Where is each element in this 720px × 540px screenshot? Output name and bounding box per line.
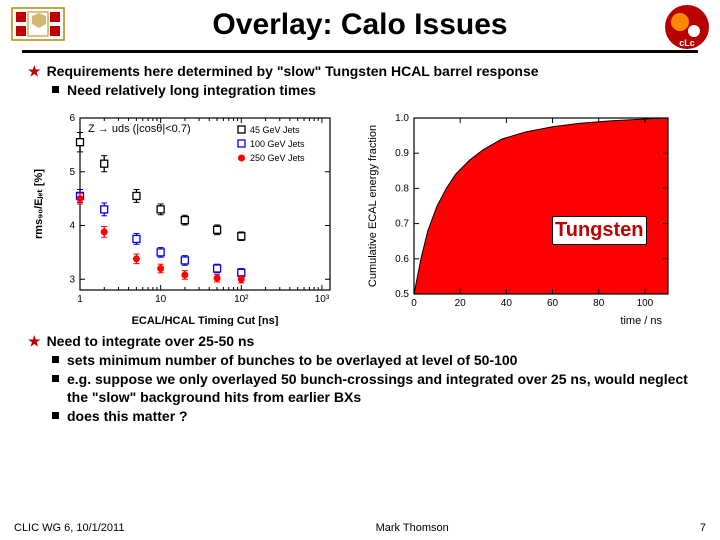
bullet-text: does this matter ? bbox=[67, 407, 188, 426]
bullet-text: sets minimum number of bunches to be ove… bbox=[67, 351, 517, 370]
svg-text:10: 10 bbox=[155, 294, 167, 305]
svg-text:40: 40 bbox=[501, 298, 513, 309]
svg-text:80: 80 bbox=[593, 298, 605, 309]
svg-text:10²: 10² bbox=[234, 294, 249, 305]
svg-text:250 GeV Jets: 250 GeV Jets bbox=[250, 153, 305, 163]
svg-text:45 GeV Jets: 45 GeV Jets bbox=[250, 125, 300, 135]
slide-content: ★ Requirements here determined by "slow" … bbox=[0, 56, 720, 426]
bullet-1a: Need relatively long integration times bbox=[28, 81, 692, 100]
cumulative-energy-chart: 0 20 40 60 80 100 0.5 0.6 0.7 0.8 0.9 1.0 time / ns C… bbox=[360, 108, 680, 326]
svg-text:0.9: 0.9 bbox=[395, 148, 409, 159]
svg-text:0.7: 0.7 bbox=[395, 218, 409, 229]
title-underline bbox=[22, 50, 698, 53]
svg-text:Z → uds (|cosθ|<0.7): Z → uds (|cosθ|<0.7) bbox=[88, 123, 191, 135]
charts-row: 3 4 5 6 1 10 10² 10³ ECAL/HCAL Timing Cut [ns] rm… bbox=[28, 108, 692, 326]
footer-center: Mark Thomson bbox=[376, 522, 449, 534]
square-icon bbox=[52, 356, 59, 363]
svg-text:5: 5 bbox=[69, 167, 75, 178]
svg-text:0.5: 0.5 bbox=[395, 289, 409, 300]
square-icon bbox=[52, 86, 59, 93]
svg-text:ECAL/HCAL Timing Cut [ns]: ECAL/HCAL Timing Cut [ns] bbox=[132, 315, 279, 326]
page-title: Overlay: Calo Issues bbox=[0, 0, 720, 42]
cambridge-crest-icon bbox=[10, 6, 66, 50]
bullet-1: ★ Requirements here determined by "slow" … bbox=[28, 62, 692, 81]
svg-text:Cumulative ECAL energy fractio: Cumulative ECAL energy fraction bbox=[367, 125, 379, 287]
svg-text:0: 0 bbox=[411, 298, 417, 309]
svg-text:100: 100 bbox=[637, 298, 654, 309]
bullet-text: Need to integrate over 25-50 ns bbox=[47, 332, 255, 351]
svg-text:1.0: 1.0 bbox=[395, 113, 409, 124]
resolution-vs-timing-chart: 3 4 5 6 1 10 10² 10³ ECAL/HCAL Timing Cut [ns] rm… bbox=[28, 108, 348, 326]
bullet-text: e.g. suppose we only overlayed 50 bunch-… bbox=[67, 370, 692, 408]
svg-text:1: 1 bbox=[77, 294, 83, 305]
bullet-2c: does this matter ? bbox=[28, 407, 692, 426]
tungsten-label: Tungsten bbox=[552, 216, 647, 245]
svg-text:3: 3 bbox=[69, 274, 75, 285]
bullet-text: Need relatively long integration times bbox=[67, 81, 316, 100]
slide-footer: CLIC WG 6, 10/1/2011 Mark Thomson 7 bbox=[0, 522, 720, 534]
bullet-text: Requirements here determined by "slow" T… bbox=[47, 62, 539, 81]
bullet-2: ★ Need to integrate over 25-50 ns bbox=[28, 332, 692, 351]
svg-text:cLc: cLc bbox=[679, 38, 695, 48]
footer-right: 7 bbox=[700, 522, 706, 534]
svg-text:time / ns: time / ns bbox=[620, 315, 662, 326]
bullet-2a: sets minimum number of bunches to be ove… bbox=[28, 351, 692, 370]
svg-text:rms₉₀/Eⱼₑₜ [%]: rms₉₀/Eⱼₑₜ [%] bbox=[33, 168, 45, 238]
star-icon: ★ bbox=[28, 62, 41, 81]
bullet-2b: e.g. suppose we only overlayed 50 bunch-… bbox=[28, 370, 692, 408]
svg-text:20: 20 bbox=[455, 298, 467, 309]
clic-logo-icon: cLc bbox=[664, 4, 710, 50]
footer-left: CLIC WG 6, 10/1/2011 bbox=[14, 522, 124, 534]
square-icon bbox=[52, 412, 59, 419]
svg-text:6: 6 bbox=[69, 113, 75, 124]
square-icon bbox=[52, 375, 59, 382]
svg-text:0.6: 0.6 bbox=[395, 254, 409, 265]
svg-text:0.8: 0.8 bbox=[395, 183, 409, 194]
svg-text:60: 60 bbox=[547, 298, 559, 309]
svg-text:4: 4 bbox=[69, 220, 75, 231]
svg-text:100 GeV Jets: 100 GeV Jets bbox=[250, 139, 305, 149]
slide-header: Overlay: Calo Issues cLc bbox=[0, 0, 720, 56]
svg-text:10³: 10³ bbox=[315, 294, 330, 305]
star-icon: ★ bbox=[28, 332, 41, 351]
